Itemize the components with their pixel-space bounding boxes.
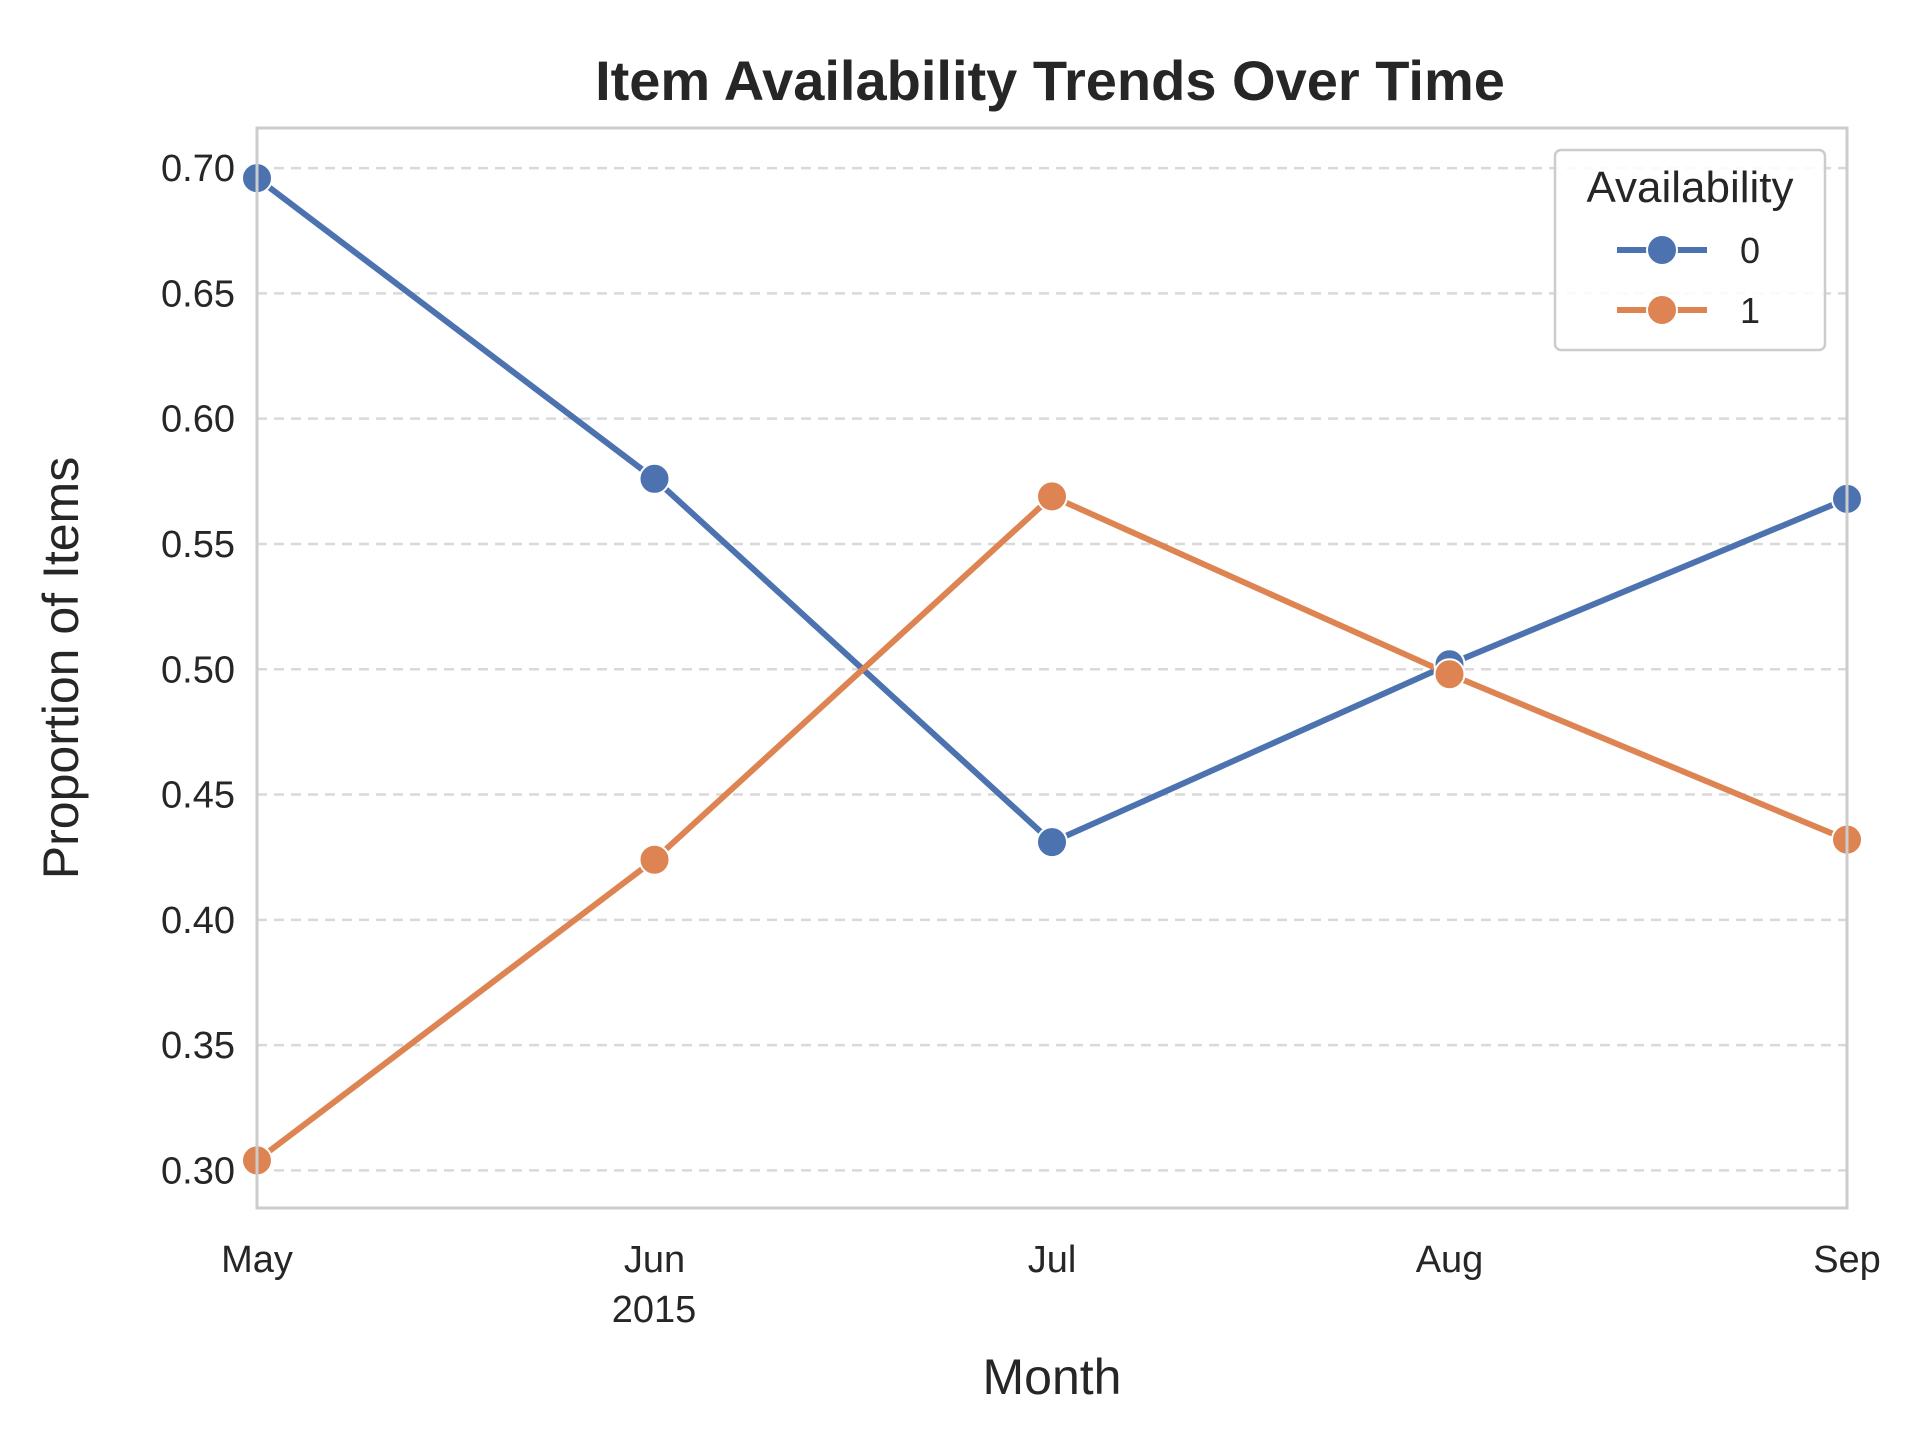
x-axis-label: Month (983, 1349, 1122, 1405)
y-tick-label: 0.35 (161, 1025, 235, 1067)
x-tick-label: Jun (624, 1239, 685, 1281)
x-axis-ticks: May Jun Jul Aug Sep (221, 1239, 1881, 1281)
legend: Availability 01 (1553, 148, 1827, 352)
data-point-1 (1036, 480, 1068, 513)
legend-marker-1 (1646, 294, 1678, 326)
y-tick-label: 0.65 (161, 273, 235, 315)
legend-label: 0 (1740, 230, 1760, 271)
data-point-0 (638, 462, 671, 495)
chart-title: Item Availability Trends Over Time (595, 49, 1505, 112)
x-tick-label: Aug (1416, 1239, 1484, 1281)
legend-marker-0 (1646, 234, 1678, 266)
y-tick-label: 0.45 (161, 775, 235, 817)
legend-label: 1 (1740, 290, 1760, 331)
data-point-1 (1433, 658, 1466, 691)
data-point-0 (1036, 826, 1068, 859)
y-tick-label: 0.60 (161, 399, 235, 441)
y-axis-ticks: 0.30 0.35 0.40 0.45 0.50 0.55 0.60 0.65 0.70 (161, 148, 235, 1192)
y-tick-label: 0.30 (161, 1150, 235, 1192)
y-tick-label: 0.55 (161, 524, 235, 566)
x-tick-label: May (221, 1239, 293, 1281)
data-point-1 (638, 843, 671, 876)
legend-items: 01 (1617, 230, 1760, 331)
y-tick-label: 0.50 (161, 649, 235, 691)
x-year-label: 2015 (612, 1289, 697, 1331)
y-axis-label: Proportion of Items (33, 457, 89, 879)
legend-title: Availability (1586, 163, 1793, 212)
grid-lines (257, 166, 1847, 1172)
x-tick-label: Sep (1813, 1239, 1881, 1281)
y-tick-label: 0.70 (161, 148, 235, 190)
plot-frame (255, 126, 1849, 1210)
y-tick-label: 0.40 (161, 900, 235, 942)
x-tick-label: Jul (1028, 1239, 1077, 1281)
